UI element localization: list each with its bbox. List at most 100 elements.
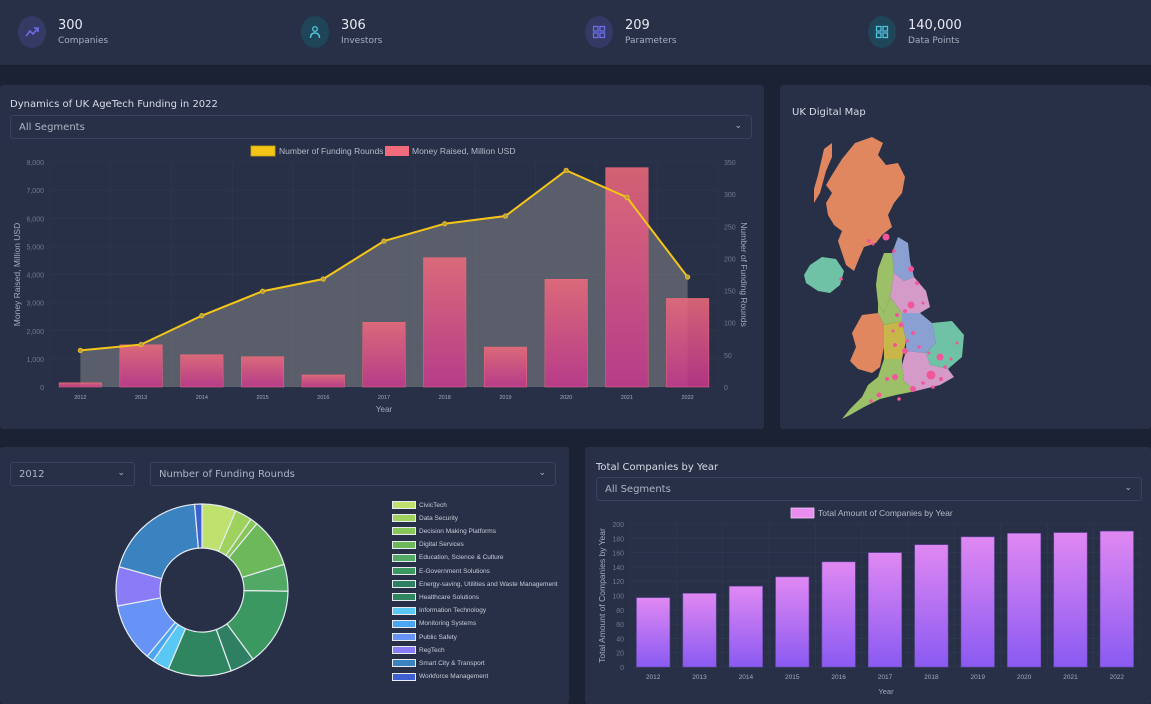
company-marker (895, 313, 899, 317)
y-tick-label: 60 (616, 622, 624, 629)
legend-swatch (392, 514, 416, 523)
y2-tick-label: 200 (724, 256, 736, 263)
legend-item[interactable]: Data Security (392, 514, 458, 523)
x-tick-label: 2022 (1110, 674, 1125, 681)
stat-value: 209 (625, 18, 650, 33)
legend-item[interactable]: Decision Making Platforms (392, 527, 496, 536)
legend-item[interactable]: Smart City & Transport (392, 659, 485, 668)
company-marker (897, 397, 901, 401)
x-tick-label: 2021 (621, 395, 633, 401)
y-tick-label: 160 (612, 551, 624, 558)
trending-up-icon (25, 27, 39, 37)
y-tick-label: 3,000 (26, 301, 44, 308)
legend-item[interactable]: Education, Science & Culture (392, 553, 504, 562)
companies-bar (775, 576, 810, 668)
y-tick-label: 80 (616, 608, 624, 615)
company-markers (839, 233, 959, 403)
legend-item[interactable]: Monitoring Systems (392, 619, 476, 628)
legend-label: E-Government Solutions (419, 567, 490, 575)
legend-label-money: Money Raised, Million USD (412, 146, 515, 156)
company-marker (905, 339, 909, 343)
legend-swatch (392, 540, 416, 549)
y-tick-label: 40 (616, 636, 624, 643)
metric-select[interactable]: Number of Funding Rounds ⌄ (150, 462, 556, 486)
chevron-down-icon: ⌄ (117, 468, 125, 478)
company-marker (902, 348, 908, 354)
map-title: UK Digital Map (792, 107, 866, 118)
region-north-west-lower (878, 297, 902, 325)
legend-swatch (392, 633, 416, 641)
company-marker (907, 301, 915, 309)
company-marker (908, 266, 914, 272)
legend-swatch (392, 553, 416, 562)
legend-item[interactable]: Information Technology (392, 606, 486, 615)
y2-tick-label: 50 (724, 353, 732, 360)
y2-tick-label: 300 (724, 192, 736, 199)
legend-item[interactable]: E-Government Solutions (392, 567, 490, 575)
y2-tick-label: 150 (724, 289, 736, 296)
company-marker (869, 399, 873, 403)
x-tick-label: 2012 (74, 395, 86, 401)
x-tick-label: 2013 (135, 395, 147, 401)
legend-item[interactable]: RegTech (392, 646, 445, 655)
select-value: All Segments (19, 122, 85, 133)
company-marker (921, 301, 925, 305)
region-scotland (826, 137, 905, 271)
company-marker (943, 365, 947, 369)
legend-item[interactable]: Digital Services (392, 540, 464, 549)
x-tick-label: 2016 (317, 395, 329, 401)
x-tick-label: 2018 (924, 674, 939, 681)
y-tick-label: 5,000 (26, 244, 44, 251)
legend-item[interactable]: Energy-saving, Utilities and Waste Manag… (392, 580, 558, 589)
company-marker (871, 242, 875, 246)
x-tick-label: 2017 (878, 674, 893, 681)
money-bar (666, 298, 710, 388)
legend-item[interactable]: Healthcare Solutions (392, 593, 479, 602)
region-scotland-isles (814, 143, 832, 203)
stat-investors: 306 Investors (301, 14, 382, 50)
y2-tick-label: 0 (724, 385, 728, 392)
company-marker (910, 386, 916, 392)
rounds-point (442, 221, 448, 227)
x-tick-label: 2017 (378, 395, 390, 401)
y-tick-label: 100 (612, 594, 624, 601)
region-south-west (842, 359, 916, 419)
legend-swatch (392, 619, 416, 628)
stat-value: 300 (58, 18, 83, 33)
legend-item[interactable]: Workforce Management (392, 672, 488, 681)
legend-swatch (392, 646, 416, 655)
legend-item[interactable]: Public Safety (392, 633, 457, 641)
company-marker (893, 343, 897, 347)
legend-swatch-money (385, 146, 409, 156)
stat-data-points: 140,000 Data Points (868, 14, 962, 50)
map-panel: UK Digital Map (780, 85, 1151, 429)
companies-segment-select[interactable]: All Segments ⌄ (596, 477, 1142, 501)
y-tick-label: 0 (620, 665, 624, 672)
company-marker (921, 381, 925, 385)
y2-tick-label: 350 (724, 160, 736, 167)
legend-swatch (392, 501, 416, 509)
company-marker (903, 309, 907, 313)
uk-map[interactable] (780, 85, 1151, 429)
stat-value: 140,000 (908, 18, 962, 33)
funding-segment-select[interactable]: All Segments ⌄ (10, 115, 752, 139)
y-tick-label: 200 (612, 522, 624, 529)
company-marker (898, 322, 904, 328)
money-bar (423, 257, 467, 388)
grid-icon (875, 25, 889, 39)
y-tick-label: 4,000 (26, 273, 44, 280)
year-select[interactable]: 2012 ⌄ (10, 462, 135, 486)
company-marker (939, 377, 943, 381)
region-east (926, 321, 964, 369)
region-yorkshire (890, 273, 930, 313)
rounds-point (381, 238, 387, 244)
company-marker (931, 385, 935, 389)
x-tick-label: 2020 (1017, 674, 1032, 681)
x-tick-label: 2021 (1063, 674, 1078, 681)
y-tick-label: 2,000 (26, 329, 44, 336)
region-north-west (876, 253, 894, 313)
stat-value: 306 (341, 18, 366, 33)
stat-label: Companies (58, 36, 109, 46)
rounds-point (563, 167, 569, 173)
legend-item[interactable]: CivicTech (392, 501, 447, 509)
